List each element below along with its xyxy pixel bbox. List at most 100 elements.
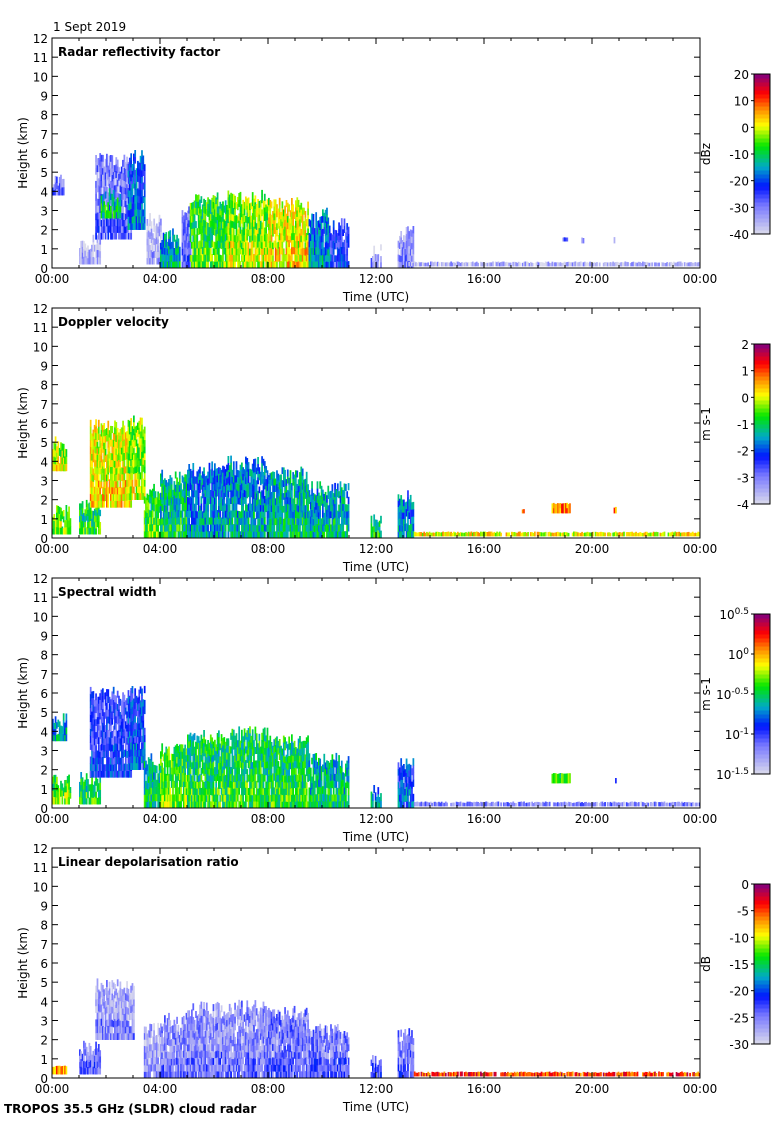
- heatmap-cell: [171, 478, 173, 485]
- heatmap-cell: [346, 255, 348, 262]
- heatmap-cell: [160, 219, 162, 226]
- heatmap-cell: [292, 218, 294, 225]
- colorbar: 210-1-2-3-4m s-1: [699, 338, 770, 512]
- heatmap-cell: [404, 517, 406, 524]
- heatmap-cell: [192, 463, 194, 470]
- heatmap-cell: [413, 247, 415, 254]
- colorbar-swatch: [754, 440, 770, 445]
- colorbar-swatch: [754, 218, 770, 223]
- colorbar-tick-label: -2: [737, 445, 749, 459]
- heatmap-cell: [302, 241, 304, 248]
- heatmap-cell: [296, 471, 298, 478]
- y-tick-label: 1: [40, 513, 48, 527]
- heatmap-cell: [211, 461, 213, 468]
- heatmap-cell: [190, 236, 192, 243]
- y-tick-label: 3: [40, 475, 48, 489]
- heatmap-cell: [207, 525, 209, 532]
- heatmap-cell: [284, 470, 286, 477]
- heatmap-cell: [98, 474, 100, 481]
- heatmap-cell: [144, 427, 146, 434]
- y-tick-label: 12: [33, 302, 48, 316]
- heatmap-cell: [255, 261, 257, 268]
- heatmap-cell: [283, 262, 285, 269]
- heatmap-cell: [264, 194, 266, 201]
- heatmap-cell: [172, 228, 174, 235]
- heatmap-cell: [62, 797, 64, 804]
- heatmap-cell: [90, 420, 92, 427]
- heatmap-cell: [110, 212, 112, 218]
- heatmap-cell: [55, 729, 57, 736]
- y-tick-label: 11: [33, 321, 48, 335]
- heatmap-cell: [68, 507, 70, 514]
- y-tick-label: 7: [40, 128, 48, 142]
- x-tick-label: 16:00: [467, 542, 502, 556]
- heatmap-cell: [282, 487, 284, 494]
- heatmap-cell: [299, 525, 301, 532]
- heatmap-cell: [380, 256, 382, 262]
- heatmap-cell: [427, 262, 429, 266]
- heatmap-cell: [141, 203, 143, 210]
- heatmap-cell: [566, 238, 568, 242]
- panel-title: Doppler velocity: [58, 315, 169, 329]
- heatmap-cell: [407, 490, 409, 497]
- heatmap-cell: [307, 202, 309, 209]
- heatmap-cell: [583, 238, 585, 243]
- colorbar-label: dBz: [699, 143, 713, 165]
- heatmap-cell: [306, 472, 308, 479]
- colorbar-swatch: [754, 348, 770, 353]
- colorbar-swatch: [754, 356, 770, 361]
- heatmap-cell: [144, 447, 146, 454]
- colorbar-swatch: [754, 476, 770, 481]
- heatmap-cell: [144, 453, 146, 460]
- colorbar-swatch: [754, 456, 770, 461]
- colorbar-tick-label: 20: [734, 68, 749, 82]
- heatmap-cell: [342, 524, 344, 531]
- heatmap-cell: [413, 240, 415, 247]
- heatmap-cell: [63, 510, 65, 516]
- heatmap-cell: [287, 470, 289, 477]
- heatmap-cell: [70, 793, 72, 799]
- heatmap-cell: [55, 189, 57, 196]
- heatmap-cell: [117, 481, 119, 488]
- heatmap-cell: [255, 459, 257, 466]
- colorbar-swatch: [754, 78, 770, 83]
- heatmap-cell: [413, 254, 415, 261]
- heatmap-cell: [614, 237, 616, 243]
- colorbar-tick-label: -20: [729, 175, 749, 189]
- heatmap-cell: [144, 177, 146, 184]
- heatmap-cell: [222, 255, 224, 262]
- colorbar-swatch: [754, 198, 770, 203]
- heatmap-cell: [519, 263, 521, 267]
- heatmap-cell: [106, 723, 108, 730]
- colorbar-swatch: [754, 114, 770, 119]
- heatmap-cell: [681, 263, 683, 267]
- heatmap-cell: [198, 497, 200, 504]
- heatmap-cell: [107, 421, 109, 428]
- heatmap-cell: [257, 457, 259, 464]
- colorbar-swatch: [754, 404, 770, 409]
- colorbar-swatch: [754, 130, 770, 135]
- heatmap-cell: [155, 491, 157, 498]
- colorbar-swatch: [754, 126, 770, 131]
- colorbar-swatch: [754, 186, 770, 191]
- heatmap-cell: [105, 442, 107, 449]
- heatmap-cell: [106, 481, 108, 488]
- heatmap-cell: [102, 194, 104, 200]
- heatmap-cell: [90, 427, 92, 434]
- heatmap-cell: [121, 167, 123, 174]
- heatmap-cell: [346, 249, 348, 256]
- heatmap-cell: [169, 230, 171, 237]
- colorbar-swatch: [754, 182, 770, 187]
- y-axis-label: Height (km): [16, 117, 30, 188]
- heatmap-cell: [371, 516, 373, 524]
- heatmap-cell: [302, 214, 304, 221]
- heatmap-cell: [86, 798, 88, 805]
- heatmap-cell: [113, 190, 115, 197]
- colorbar-swatch: [754, 388, 770, 393]
- heatmap-cell: [215, 496, 217, 503]
- colorbar-swatch: [754, 142, 770, 147]
- heatmap-cell: [234, 209, 236, 216]
- colorbar-swatch: [754, 344, 770, 349]
- heatmap-cell: [86, 773, 88, 780]
